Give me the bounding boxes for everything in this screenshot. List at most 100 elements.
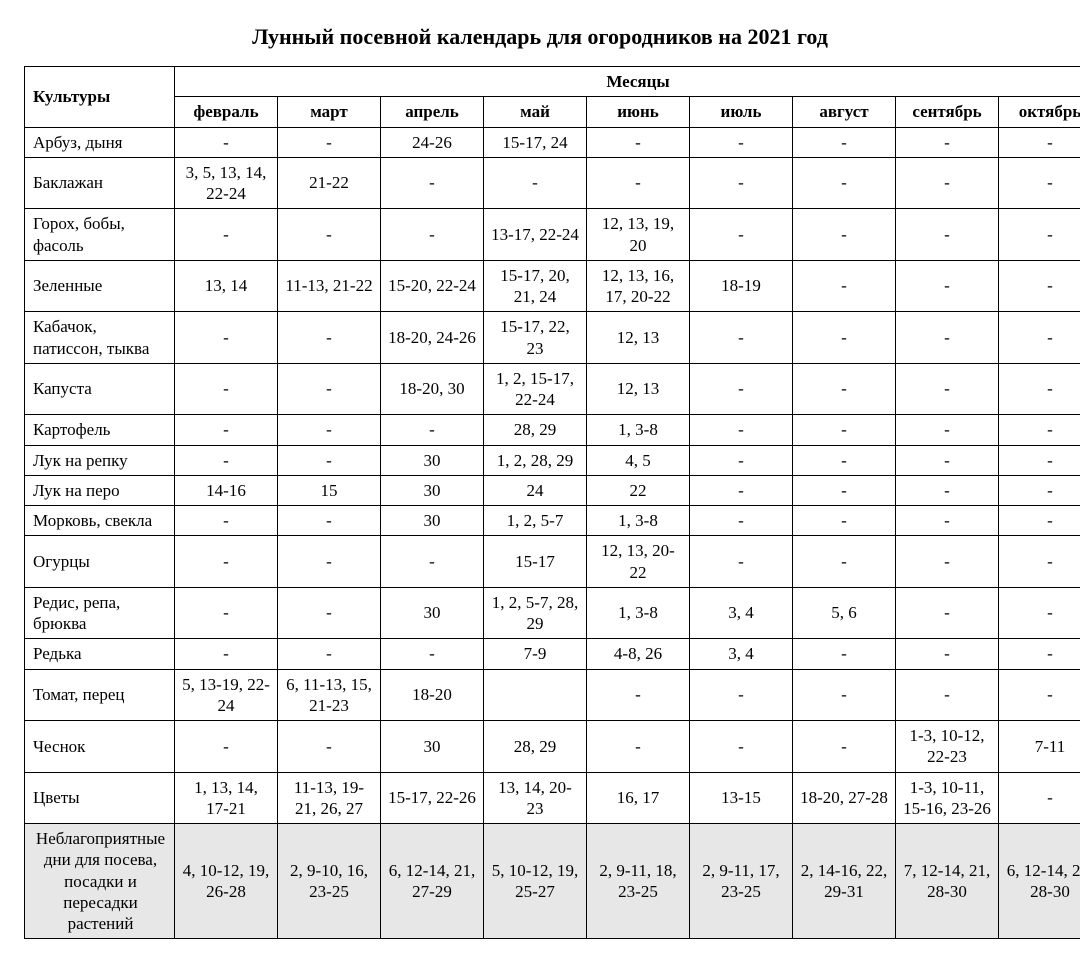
data-cell: -: [690, 209, 793, 261]
data-cell: -: [896, 157, 999, 209]
table-row: Лук на репку--301, 2, 28, 294, 5----: [25, 445, 1080, 475]
header-month: июнь: [587, 97, 690, 127]
header-month: июль: [690, 97, 793, 127]
data-cell: 30: [381, 475, 484, 505]
data-cell: -: [896, 445, 999, 475]
data-cell: -: [999, 536, 1080, 588]
data-cell: -: [793, 506, 896, 536]
table-row: Горох, бобы, фасоль---13-17, 22-2412, 13…: [25, 209, 1080, 261]
page-title: Лунный посевной календарь для огороднико…: [24, 24, 1056, 50]
data-cell: 5, 6: [793, 587, 896, 639]
data-cell: 22: [587, 475, 690, 505]
data-cell: -: [896, 475, 999, 505]
data-cell: -: [999, 669, 1080, 721]
data-cell: -: [793, 669, 896, 721]
data-cell: -: [175, 506, 278, 536]
data-cell: 12, 13: [587, 363, 690, 415]
data-cell: 30: [381, 445, 484, 475]
crop-cell: Кабачок, патиссон, тыква: [25, 312, 175, 364]
data-cell: -: [690, 312, 793, 364]
header-month: август: [793, 97, 896, 127]
header-month: апрель: [381, 97, 484, 127]
data-cell: 15-17, 24: [484, 127, 587, 157]
data-cell: 18-20, 30: [381, 363, 484, 415]
data-cell: -: [793, 157, 896, 209]
table-row: Арбуз, дыня--24-2615-17, 24-----: [25, 127, 1080, 157]
data-cell: 12, 13: [587, 312, 690, 364]
crop-cell: Цветы: [25, 772, 175, 824]
table-row: Баклажан3, 5, 13, 14, 22-2421-22-------: [25, 157, 1080, 209]
data-cell: -: [690, 415, 793, 445]
data-cell: 5, 10-12, 19, 25-27: [484, 824, 587, 939]
data-cell: 30: [381, 721, 484, 773]
data-cell: 6, 12-14, 20, 28-30: [999, 824, 1080, 939]
crop-cell: Арбуз, дыня: [25, 127, 175, 157]
data-cell: -: [587, 157, 690, 209]
data-cell: 1-3, 10-12, 22-23: [896, 721, 999, 773]
data-cell: -: [484, 157, 587, 209]
data-cell: -: [793, 260, 896, 312]
data-cell: -: [999, 415, 1080, 445]
data-cell: -: [587, 669, 690, 721]
data-cell: 15-17, 20, 21, 24: [484, 260, 587, 312]
data-cell: -: [999, 639, 1080, 669]
table-row: Неблагоприятные дни для посева, посадки …: [25, 824, 1080, 939]
crop-cell: Баклажан: [25, 157, 175, 209]
data-cell: -: [381, 157, 484, 209]
data-cell: [484, 669, 587, 721]
data-cell: -: [690, 506, 793, 536]
data-cell: 30: [381, 587, 484, 639]
crop-cell: Зеленные: [25, 260, 175, 312]
data-cell: 13-17, 22-24: [484, 209, 587, 261]
table-row: Зеленные13, 1411-13, 21-2215-20, 22-2415…: [25, 260, 1080, 312]
data-cell: 16, 17: [587, 772, 690, 824]
data-cell: -: [175, 639, 278, 669]
table-row: Капуста--18-20, 301, 2, 15-17, 22-2412, …: [25, 363, 1080, 415]
data-cell: 15: [278, 475, 381, 505]
data-cell: -: [381, 415, 484, 445]
data-cell: -: [278, 209, 381, 261]
data-cell: -: [690, 536, 793, 588]
data-cell: -: [690, 157, 793, 209]
data-cell: -: [175, 721, 278, 773]
data-cell: -: [999, 157, 1080, 209]
data-cell: 30: [381, 506, 484, 536]
data-cell: 2, 9-10, 16, 23-25: [278, 824, 381, 939]
data-cell: 2, 9-11, 17, 23-25: [690, 824, 793, 939]
data-cell: 4-8, 26: [587, 639, 690, 669]
data-cell: 1, 3-8: [587, 587, 690, 639]
crop-cell: Лук на репку: [25, 445, 175, 475]
crop-cell: Картофель: [25, 415, 175, 445]
header-months-row: февраль март апрель май июнь июль август…: [25, 97, 1080, 127]
data-cell: 1, 3-8: [587, 415, 690, 445]
data-cell: 21-22: [278, 157, 381, 209]
data-cell: -: [278, 363, 381, 415]
data-cell: 3, 4: [690, 639, 793, 669]
data-cell: -: [793, 721, 896, 773]
data-cell: -: [793, 127, 896, 157]
crop-cell: Горох, бобы, фасоль: [25, 209, 175, 261]
crop-cell: Лук на перо: [25, 475, 175, 505]
data-cell: 1, 13, 14, 17-21: [175, 772, 278, 824]
data-cell: -: [175, 587, 278, 639]
data-cell: -: [587, 127, 690, 157]
data-cell: -: [690, 669, 793, 721]
data-cell: -: [793, 312, 896, 364]
header-months-group: Месяцы: [175, 67, 1080, 97]
data-cell: 7-9: [484, 639, 587, 669]
data-cell: -: [278, 639, 381, 669]
data-cell: 7-11: [999, 721, 1080, 773]
data-cell: -: [175, 209, 278, 261]
crop-cell: Редис, репа, брюква: [25, 587, 175, 639]
data-cell: -: [175, 363, 278, 415]
table-row: Лук на перо14-1615302422----: [25, 475, 1080, 505]
crop-cell: Чеснок: [25, 721, 175, 773]
data-cell: -: [896, 127, 999, 157]
crop-cell: Морковь, свекла: [25, 506, 175, 536]
crop-cell: Неблагоприятные дни для посева, посадки …: [25, 824, 175, 939]
data-cell: 3, 5, 13, 14, 22-24: [175, 157, 278, 209]
table-row: Редис, репа, брюква--301, 2, 5-7, 28, 29…: [25, 587, 1080, 639]
data-cell: -: [793, 639, 896, 669]
data-cell: -: [690, 127, 793, 157]
data-cell: -: [896, 506, 999, 536]
